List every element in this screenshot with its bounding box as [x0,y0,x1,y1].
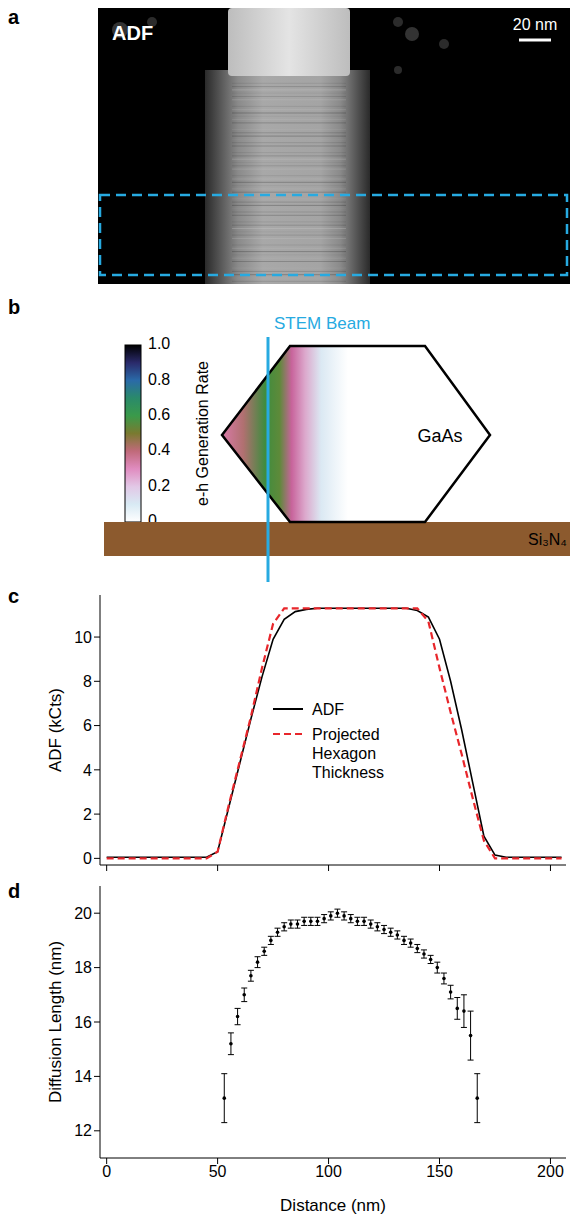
svg-text:ADF (kCts): ADF (kCts) [46,688,65,772]
svg-text:1.0: 1.0 [148,335,170,352]
svg-text:2: 2 [83,806,92,823]
html-text:Hexagon: Hexagon [312,745,376,762]
svg-text:0: 0 [148,512,157,530]
svg-text:Si₃N₄: Si₃N₄ [528,531,567,548]
svg-text:0: 0 [83,850,92,867]
svg-text:e-h Generation Rate: e-h Generation Rate [194,361,211,506]
html-text:c: c [8,585,20,607]
html-text:Thickness: Thickness [312,764,384,781]
svg-text:200: 200 [537,1163,564,1180]
svg-text:Diffusion Length (nm): Diffusion Length (nm) [46,941,65,1103]
svg-text:STEM Beam: STEM Beam [274,314,370,333]
svg-text:50: 50 [209,1163,227,1180]
svg-text:10: 10 [74,629,92,646]
svg-text:20: 20 [74,905,92,922]
html-text:Projected: Projected [312,726,380,743]
svg-text:0.6: 0.6 [148,406,170,423]
svg-text:Distance (nm): Distance (nm) [280,1196,386,1215]
svg-text:a: a [8,6,20,28]
svg-text:4: 4 [83,762,92,779]
svg-text:ADF: ADF [112,22,153,44]
svg-text:150: 150 [426,1163,453,1180]
svg-text:GaAs: GaAs [417,426,462,446]
svg-text:18: 18 [74,959,92,976]
svg-text:14: 14 [74,1068,92,1085]
svg-text:16: 16 [74,1014,92,1031]
svg-text:20 nm: 20 nm [513,16,557,33]
svg-text:0.8: 0.8 [148,371,170,388]
html-text:ADF: ADF [312,701,344,718]
svg-text:0: 0 [102,1163,111,1180]
svg-text:100: 100 [315,1163,342,1180]
svg-text:8: 8 [83,673,92,690]
svg-text:0.2: 0.2 [148,477,170,494]
html-text:d: d [8,880,21,902]
svg-text:0.4: 0.4 [148,441,170,458]
svg-text:6: 6 [83,717,92,734]
svg-text:12: 12 [74,1122,92,1139]
svg-text:b: b [8,296,20,318]
